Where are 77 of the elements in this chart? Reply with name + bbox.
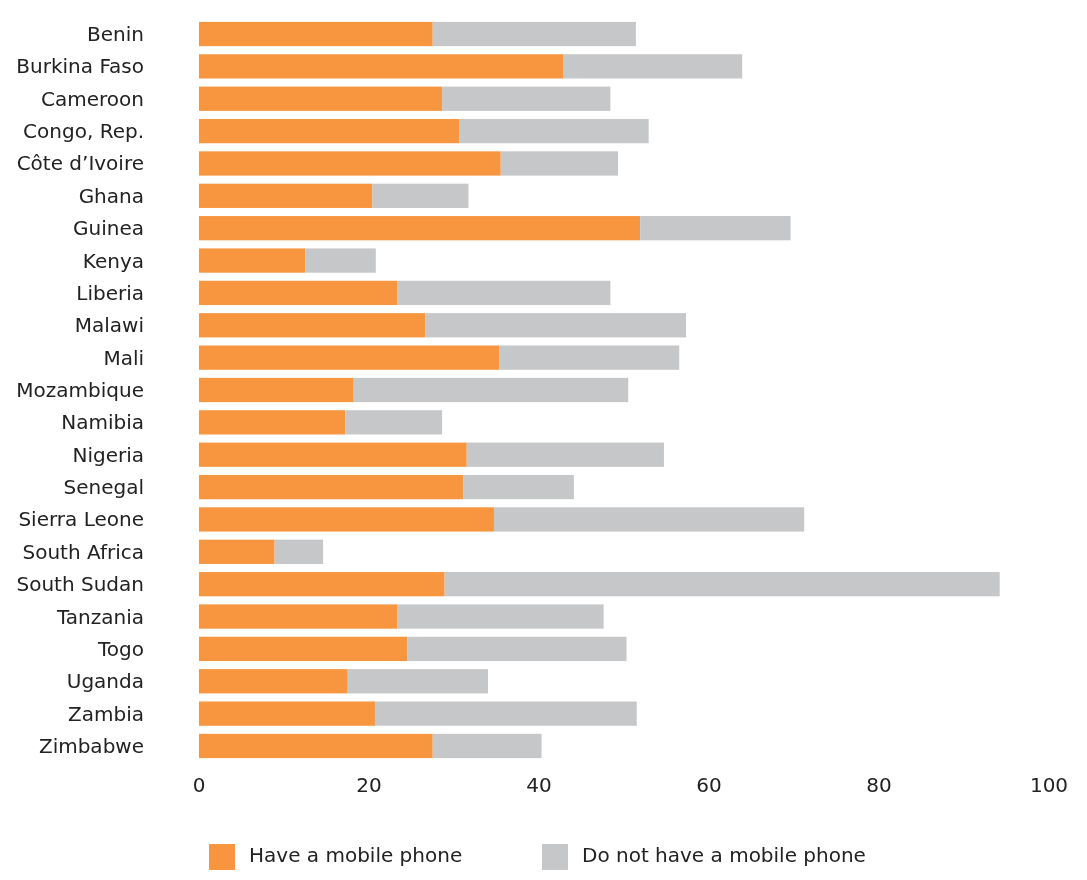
y-tick-label: South Africa bbox=[22, 539, 144, 564]
legend-label: Have a mobile phone bbox=[249, 843, 463, 867]
bar bbox=[463, 474, 574, 500]
bar bbox=[432, 21, 636, 47]
x-tick-label: 0 bbox=[192, 773, 206, 797]
bar bbox=[305, 248, 376, 273]
bar bbox=[466, 442, 664, 467]
y-tick-label: South Sudan bbox=[16, 572, 144, 597]
y-tick-label: Cameroon bbox=[41, 86, 144, 111]
bar bbox=[397, 604, 604, 629]
bar bbox=[442, 86, 611, 111]
bar bbox=[640, 216, 791, 241]
bar bbox=[199, 539, 275, 564]
y-tick-label: Malawi bbox=[74, 313, 144, 338]
bar bbox=[199, 733, 433, 759]
bar bbox=[347, 669, 488, 694]
y-tick-label: Congo, Rep. bbox=[23, 119, 144, 144]
y-tick-label: Togo bbox=[97, 636, 144, 661]
bar bbox=[199, 377, 354, 403]
x-tick-label: 80 bbox=[866, 773, 892, 797]
bar bbox=[500, 151, 619, 176]
bar bbox=[374, 701, 637, 726]
bar bbox=[199, 442, 467, 467]
bar bbox=[459, 118, 649, 144]
y-tick-label: Mali bbox=[103, 345, 144, 370]
bar bbox=[353, 377, 629, 403]
y-tick-label: Nigeria bbox=[72, 442, 144, 467]
x-tick-label: 40 bbox=[526, 773, 552, 797]
bar bbox=[199, 669, 348, 694]
y-tick-label: Côte d’Ivoire bbox=[16, 151, 144, 176]
bar bbox=[199, 474, 464, 500]
bar bbox=[199, 21, 433, 47]
bar bbox=[199, 701, 375, 726]
x-tick-label: 100 bbox=[1029, 773, 1069, 797]
y-tick-label: Zimbabwe bbox=[38, 733, 144, 758]
bar bbox=[499, 345, 680, 370]
bar bbox=[397, 280, 611, 306]
legend-label: Do not have a mobile phone bbox=[582, 843, 866, 867]
bar bbox=[199, 313, 426, 338]
bar bbox=[199, 54, 564, 79]
y-tick-label: Benin bbox=[87, 22, 144, 47]
x-tick-label: 60 bbox=[696, 773, 722, 797]
bar bbox=[432, 733, 542, 759]
x-tick-label: 20 bbox=[356, 773, 382, 797]
y-tick-label: Mozambique bbox=[16, 378, 144, 402]
bar bbox=[493, 507, 805, 532]
y-tick-label: Tanzania bbox=[55, 604, 144, 629]
bar bbox=[563, 54, 743, 79]
bar bbox=[274, 539, 324, 564]
bar bbox=[199, 280, 398, 306]
y-tick-label: Uganda bbox=[66, 669, 144, 694]
bar bbox=[199, 604, 398, 629]
bar bbox=[345, 410, 443, 435]
bar bbox=[199, 345, 500, 370]
bar bbox=[199, 183, 373, 208]
bar bbox=[199, 248, 306, 273]
bar bbox=[199, 507, 494, 532]
y-tick-label: Ghana bbox=[78, 183, 144, 208]
bar bbox=[199, 151, 501, 176]
y-tick-label: Sierra Leone bbox=[18, 507, 144, 532]
y-tick-label: Guinea bbox=[73, 216, 144, 241]
bar bbox=[425, 313, 687, 338]
y-tick-label: Zambia bbox=[68, 701, 144, 726]
y-tick-label: Liberia bbox=[76, 280, 144, 305]
bar bbox=[199, 118, 460, 144]
bar bbox=[199, 572, 445, 597]
bar bbox=[407, 636, 627, 662]
y-tick-label: Senegal bbox=[63, 475, 144, 500]
y-tick-label: Burkina Faso bbox=[16, 54, 144, 79]
bar bbox=[199, 216, 641, 241]
bar bbox=[199, 86, 443, 111]
y-tick-label: Namibia bbox=[61, 410, 144, 435]
y-tick-label: Kenya bbox=[82, 248, 144, 273]
bar bbox=[372, 183, 469, 208]
bar bbox=[444, 572, 1000, 597]
bar bbox=[199, 410, 346, 435]
bar bbox=[199, 636, 408, 662]
